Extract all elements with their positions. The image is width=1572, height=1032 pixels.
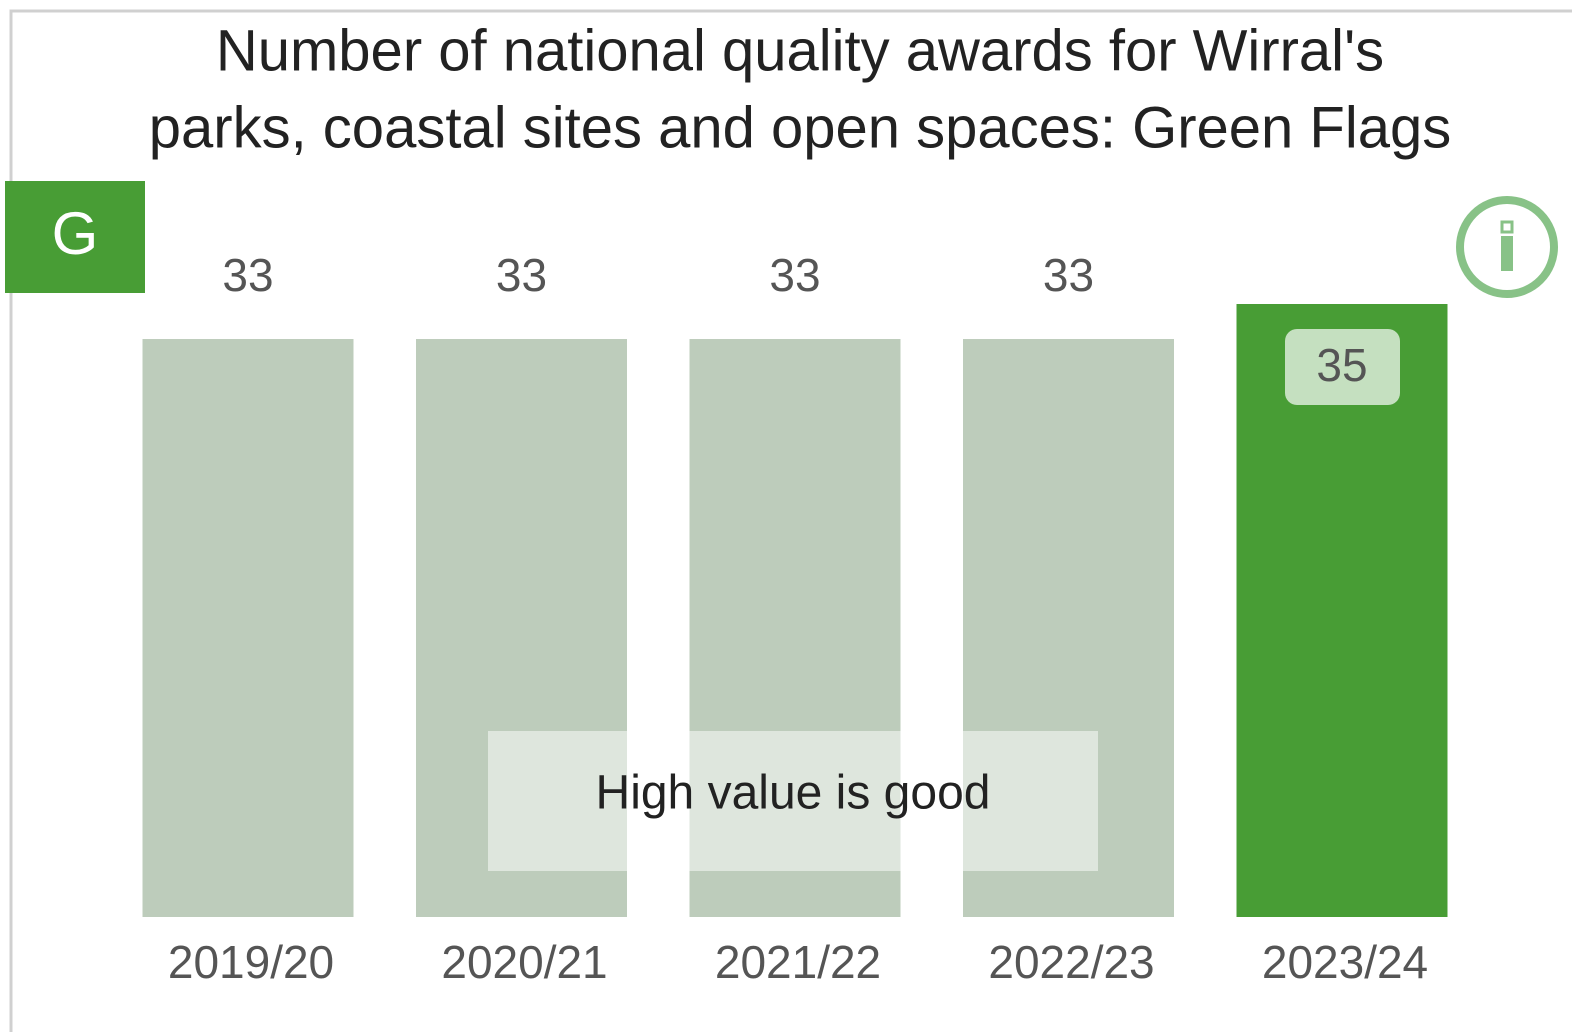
x-tick-label: 2020/21 xyxy=(441,936,607,988)
value-label-box xyxy=(1285,329,1400,405)
bars: 33 2019/20 33 2020/21 33 2021/22 33 2022/23 35 20… xyxy=(142,249,1448,988)
value-label: 33 xyxy=(769,249,820,301)
rating-badge xyxy=(5,181,145,293)
x-tick-label: 2019/20 xyxy=(168,936,334,988)
x-tick-label: 2023/24 xyxy=(1262,936,1428,988)
annotation-text: High value is good xyxy=(596,767,991,820)
value-label: 35 xyxy=(1316,339,1367,391)
rating-badge-text: G xyxy=(52,200,99,267)
annotation: High value is good xyxy=(488,731,1098,871)
bar xyxy=(1236,304,1448,917)
value-label: 33 xyxy=(496,249,547,301)
chart-title: Number of national quality awards for Wi… xyxy=(216,18,1384,83)
bar xyxy=(142,339,354,917)
value-label: 33 xyxy=(1043,249,1094,301)
info-dot[interactable] xyxy=(1500,220,1514,234)
value-label: 33 xyxy=(222,249,273,301)
info-stem[interactable] xyxy=(1501,236,1513,271)
x-tick-label: 2022/23 xyxy=(988,936,1154,988)
x-tick-label: 2021/22 xyxy=(715,936,881,988)
chart-title: parks, coastal sites and open spaces: Gr… xyxy=(149,95,1451,160)
info-icon[interactable] xyxy=(1456,196,1558,298)
annotation-box xyxy=(488,731,1098,871)
